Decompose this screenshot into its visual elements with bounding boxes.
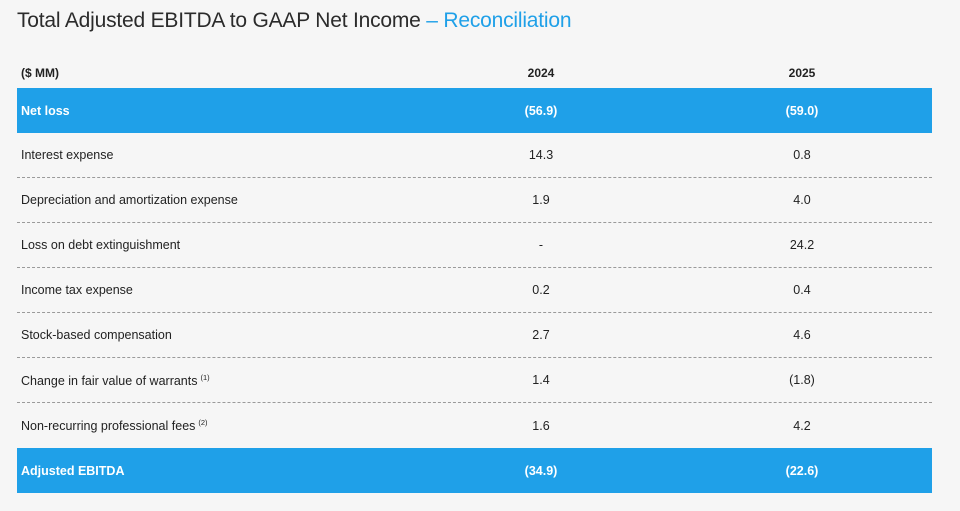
row-label-text: Income tax expense	[21, 283, 133, 297]
row-label-text: Net loss	[21, 103, 70, 118]
row-label-text: Change in fair value of warrants	[21, 373, 198, 388]
row-label: Non-recurring professional fees (2)	[17, 418, 441, 433]
row-label: Change in fair value of warrants (1)	[17, 373, 441, 388]
table-row: Adjusted EBITDA (34.9) (22.6)	[17, 448, 932, 493]
title-accent: – Reconciliation	[426, 9, 572, 32]
row-label-text: Depreciation and amortization expense	[21, 193, 238, 207]
footnote-ref: (2)	[198, 418, 208, 427]
row-label: Net loss	[17, 104, 441, 118]
row-value: (34.9)	[524, 463, 558, 478]
row-value: 0.4	[793, 283, 811, 297]
table-body: Net loss (56.9) (59.0) Interest expense 14.3…	[17, 88, 932, 493]
row-label: Depreciation and amortization expense	[17, 193, 441, 207]
row-label: Stock-based compensation	[17, 328, 441, 342]
row-value: 24.2	[789, 238, 815, 252]
title: Total Adjusted EBITDA to GAAP Net Income…	[17, 9, 572, 33]
table-row: Interest expense 14.3 0.8	[17, 133, 932, 178]
row-label: Loss on debt extinguishment	[17, 238, 441, 252]
table-row: Income tax expense 0.2 0.4	[17, 268, 932, 313]
row-value: 4.0	[793, 193, 811, 207]
table-row: Change in fair value of warrants (1) 1.4 (1…	[17, 358, 932, 403]
column-header: 2025	[788, 65, 816, 80]
row-value: -	[538, 238, 544, 252]
table-row: Net loss (56.9) (59.0)	[17, 88, 932, 133]
row-label: Interest expense	[17, 148, 441, 162]
row-value: 1.9	[532, 193, 550, 207]
row-value: 1.6	[532, 418, 550, 433]
table-row: Stock-based compensation 2.7 4.6	[17, 313, 932, 358]
table-row: Loss on debt extinguishment - 24.2	[17, 223, 932, 268]
row-label-text: Non-recurring professional fees	[21, 419, 196, 433]
column-header: 2024	[527, 65, 555, 80]
column-header: ($ MM)	[21, 65, 59, 80]
table-row: Depreciation and amortization expense 1.9…	[17, 178, 932, 223]
row-value: 4.6	[793, 328, 811, 342]
title-main: Total Adjusted EBITDA to GAAP Net Income	[17, 9, 421, 32]
row-value: (59.0)	[785, 103, 819, 118]
row-label: Adjusted EBITDA	[17, 464, 441, 478]
row-value: (56.9)	[524, 103, 558, 118]
row-value: 14.3	[528, 148, 554, 162]
table-row: Non-recurring professional fees (2) 1.6 4.2	[17, 403, 932, 448]
row-label-text: Loss on debt extinguishment	[21, 238, 181, 252]
row-value: 2.7	[532, 328, 550, 342]
row-value: 0.2	[532, 283, 550, 297]
row-label-text: Stock-based compensation	[21, 328, 172, 342]
header-row: ($ MM) 2024 2025	[17, 57, 932, 88]
footnote-ref: (1)	[200, 372, 210, 382]
row-value: (22.6)	[785, 463, 819, 478]
reconciliation-table: ($ MM) 2024 2025 Net loss (56.9) (59.0) Int…	[17, 57, 932, 493]
row-value: 1.4	[532, 373, 550, 387]
row-value: (1.8)	[789, 373, 815, 387]
row-label: Income tax expense	[17, 283, 441, 297]
row-value: 0.8	[793, 148, 811, 162]
row-label-text: Interest expense	[21, 148, 114, 162]
row-label-text: Adjusted EBITDA	[21, 463, 125, 478]
row-value: 4.2	[793, 418, 811, 433]
